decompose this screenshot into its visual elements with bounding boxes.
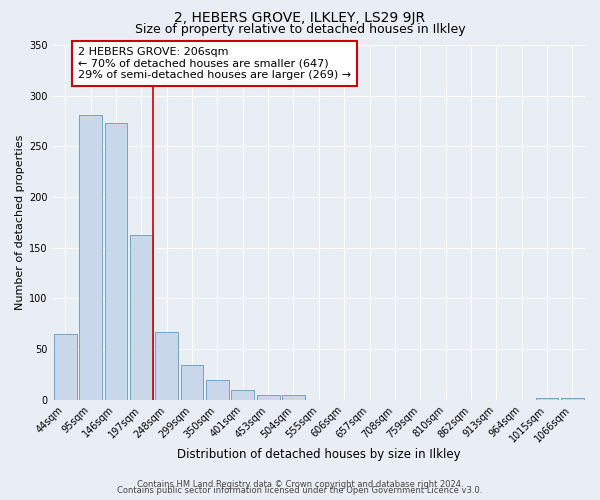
Bar xyxy=(181,366,203,400)
Text: 2 HEBERS GROVE: 206sqm
← 70% of detached houses are smaller (647)
29% of semi-de: 2 HEBERS GROVE: 206sqm ← 70% of detached… xyxy=(78,47,351,80)
Y-axis label: Number of detached properties: Number of detached properties xyxy=(15,134,25,310)
Bar xyxy=(206,380,229,400)
Bar xyxy=(257,394,280,400)
Bar xyxy=(130,234,153,400)
Text: Contains HM Land Registry data © Crown copyright and database right 2024.: Contains HM Land Registry data © Crown c… xyxy=(137,480,463,489)
Bar xyxy=(155,332,178,400)
Bar xyxy=(54,334,77,400)
Bar xyxy=(561,398,584,400)
Text: 2, HEBERS GROVE, ILKLEY, LS29 9JR: 2, HEBERS GROVE, ILKLEY, LS29 9JR xyxy=(175,11,425,25)
Text: Contains public sector information licensed under the Open Government Licence v3: Contains public sector information licen… xyxy=(118,486,482,495)
Bar xyxy=(282,394,305,400)
Bar xyxy=(536,398,559,400)
Bar xyxy=(104,123,127,400)
Text: Size of property relative to detached houses in Ilkley: Size of property relative to detached ho… xyxy=(134,22,466,36)
Bar xyxy=(232,390,254,400)
Bar xyxy=(79,115,102,400)
X-axis label: Distribution of detached houses by size in Ilkley: Distribution of detached houses by size … xyxy=(177,448,461,461)
